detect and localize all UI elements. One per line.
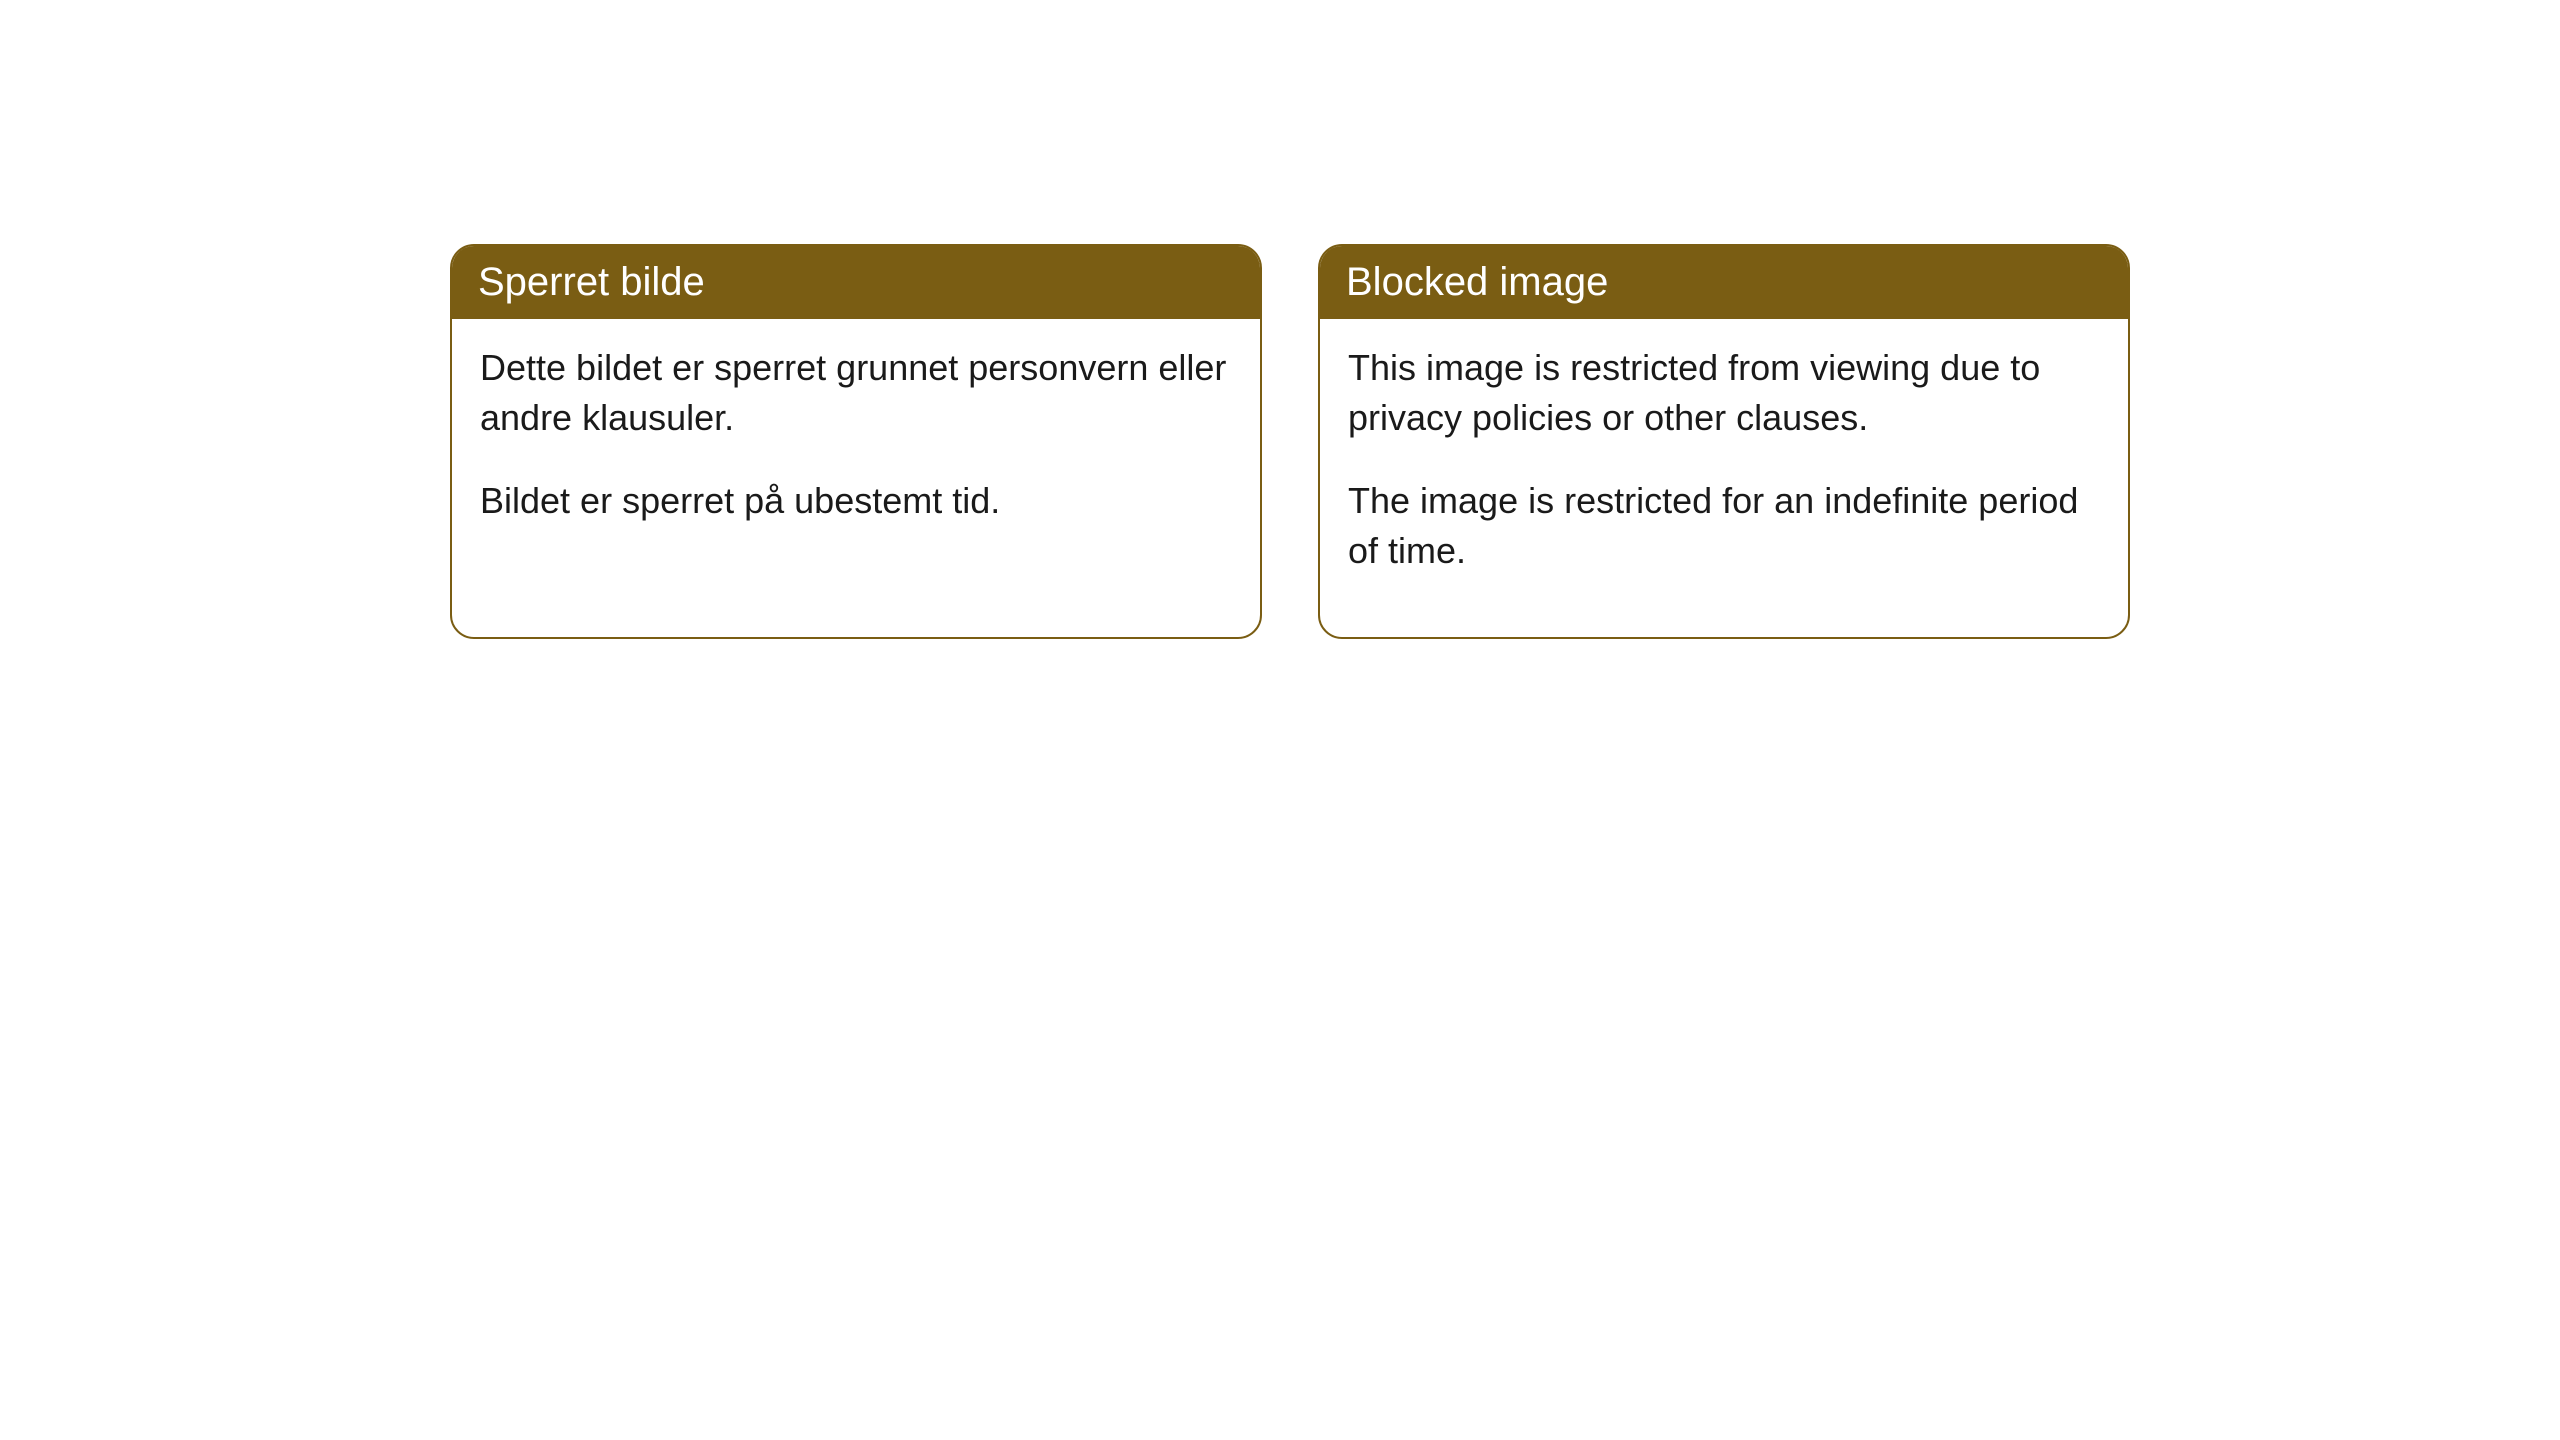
card-paragraph: This image is restricted from viewing du… — [1348, 343, 2100, 444]
card-header-norwegian: Sperret bilde — [452, 246, 1260, 319]
card-body-english: This image is restricted from viewing du… — [1320, 319, 2128, 637]
card-paragraph: Dette bildet er sperret grunnet personve… — [480, 343, 1232, 444]
notice-card-english: Blocked image This image is restricted f… — [1318, 244, 2130, 639]
notice-card-norwegian: Sperret bilde Dette bildet er sperret gr… — [450, 244, 1262, 639]
card-paragraph: The image is restricted for an indefinit… — [1348, 476, 2100, 577]
card-header-english: Blocked image — [1320, 246, 2128, 319]
card-body-norwegian: Dette bildet er sperret grunnet personve… — [452, 319, 1260, 586]
notice-cards-container: Sperret bilde Dette bildet er sperret gr… — [450, 244, 2130, 639]
card-paragraph: Bildet er sperret på ubestemt tid. — [480, 476, 1232, 526]
